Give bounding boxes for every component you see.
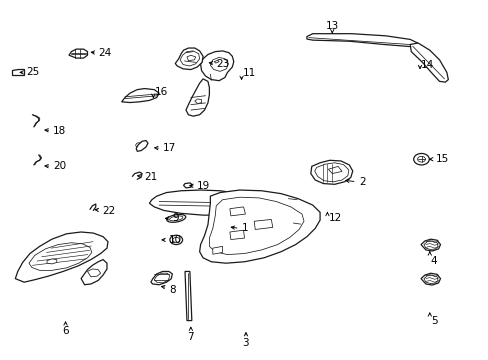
Text: 19: 19 (197, 181, 210, 191)
Circle shape (413, 153, 428, 165)
Polygon shape (210, 57, 228, 71)
Text: 25: 25 (26, 67, 40, 77)
Polygon shape (420, 239, 440, 251)
Polygon shape (186, 55, 195, 60)
Polygon shape (184, 271, 191, 320)
Polygon shape (175, 48, 203, 69)
Text: 20: 20 (53, 161, 66, 171)
Polygon shape (199, 190, 320, 263)
Polygon shape (420, 273, 440, 285)
Polygon shape (185, 79, 209, 116)
Circle shape (136, 143, 142, 148)
Text: 18: 18 (53, 126, 66, 135)
Polygon shape (423, 275, 437, 284)
Polygon shape (183, 183, 191, 188)
Polygon shape (409, 43, 447, 82)
Text: 6: 6 (62, 325, 69, 336)
Polygon shape (12, 69, 23, 75)
Text: 14: 14 (420, 60, 433, 70)
Polygon shape (151, 271, 172, 285)
Text: 23: 23 (216, 59, 229, 69)
Polygon shape (29, 243, 92, 270)
Polygon shape (214, 60, 219, 63)
Polygon shape (180, 51, 199, 66)
Text: 24: 24 (98, 48, 111, 58)
Polygon shape (122, 89, 159, 103)
Polygon shape (212, 246, 222, 254)
Polygon shape (15, 232, 108, 282)
Polygon shape (200, 51, 233, 81)
Text: 13: 13 (325, 21, 338, 31)
Polygon shape (328, 166, 341, 174)
Circle shape (417, 156, 425, 162)
Text: 5: 5 (430, 316, 436, 325)
Text: 10: 10 (168, 235, 182, 245)
Text: 2: 2 (358, 177, 365, 187)
Ellipse shape (166, 215, 185, 222)
Text: 3: 3 (242, 338, 249, 348)
Polygon shape (87, 269, 101, 277)
Polygon shape (229, 207, 245, 216)
Polygon shape (254, 220, 272, 229)
Polygon shape (81, 260, 107, 285)
Polygon shape (209, 197, 304, 255)
Text: 9: 9 (172, 213, 179, 223)
Text: 21: 21 (144, 172, 158, 182)
Ellipse shape (169, 216, 183, 221)
Polygon shape (314, 163, 348, 182)
Polygon shape (154, 273, 169, 283)
Text: 17: 17 (162, 143, 176, 153)
Text: 1: 1 (242, 224, 248, 233)
Text: 7: 7 (187, 332, 194, 342)
Polygon shape (306, 34, 417, 46)
Polygon shape (310, 160, 352, 184)
Text: 15: 15 (435, 154, 448, 164)
Text: 22: 22 (102, 206, 115, 216)
Polygon shape (423, 241, 437, 249)
Text: 4: 4 (430, 256, 436, 266)
Polygon shape (149, 190, 266, 215)
Polygon shape (194, 99, 201, 104)
Text: 11: 11 (243, 68, 256, 78)
Circle shape (172, 237, 179, 242)
Polygon shape (229, 230, 244, 239)
Circle shape (169, 235, 182, 244)
Text: 12: 12 (328, 213, 342, 223)
Text: 16: 16 (155, 87, 168, 97)
Polygon shape (69, 49, 87, 58)
Polygon shape (136, 140, 148, 151)
Text: 8: 8 (168, 285, 175, 295)
Polygon shape (47, 259, 57, 264)
